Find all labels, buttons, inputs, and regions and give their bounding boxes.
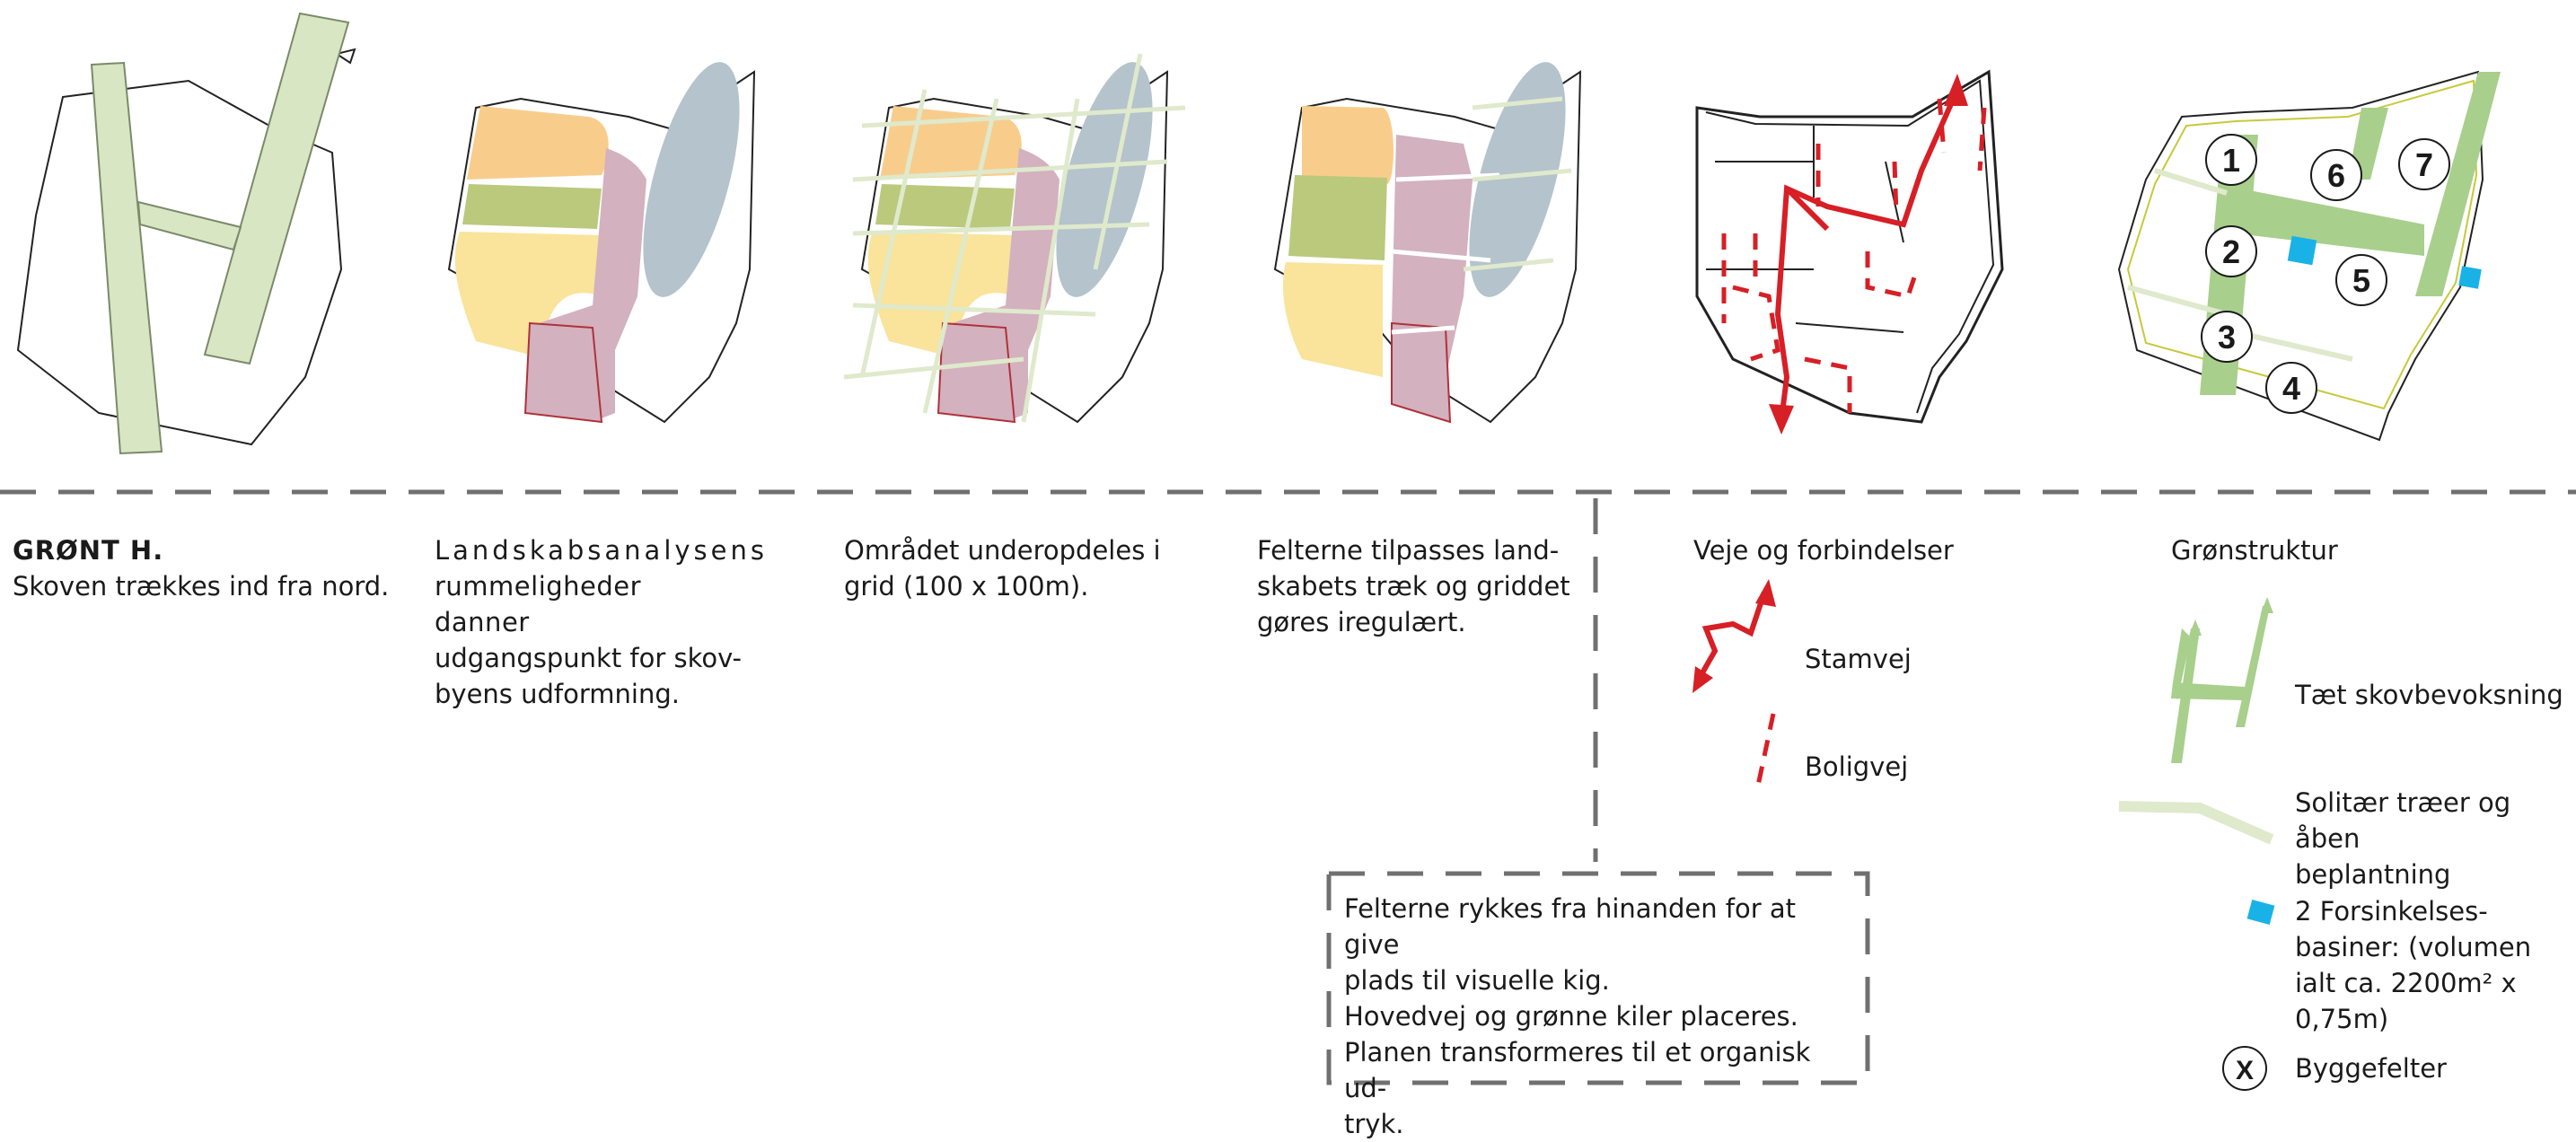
caption-step-4-line-3: gøres iregulært. — [1257, 607, 1466, 637]
marker-7 — [2398, 138, 2450, 190]
marker-4 — [2265, 362, 2317, 414]
legend-basin-line-3: ialt ca. 2200m² x — [2295, 968, 2517, 998]
legend-basin-line-4: 0,75m) — [2295, 1004, 2389, 1034]
site-outline-1b — [334, 48, 356, 65]
caption-step-2: Landskabsanalysens rummeligheder danner … — [435, 532, 768, 712]
caption-step-2-line-2: rummeligheder danner — [435, 571, 642, 637]
grid-lines — [843, 53, 1186, 423]
field-number-2: 2 — [2222, 233, 2240, 270]
panel-2-landscape — [447, 62, 756, 424]
legend-basin-line-2: basiner: (volumen — [2295, 932, 2532, 962]
orange-field — [467, 106, 609, 180]
caption-step-5: Veje og forbindelser — [1693, 532, 1999, 568]
yellow-field — [454, 232, 602, 359]
legend-field-marker-label: X — [2236, 1056, 2254, 1085]
forest-strip-west — [90, 61, 163, 455]
note-box-border — [1326, 871, 1870, 1085]
field-number-6: 6 — [2327, 157, 2345, 194]
forest-strip-cross — [136, 200, 242, 251]
field-number-1: 1 — [2222, 142, 2240, 179]
retention-basin-1 — [2287, 235, 2317, 266]
legend-fields-label: Byggefelter — [2295, 1053, 2447, 1084]
marker-1 — [2205, 134, 2257, 186]
caption-step-1-text: Skoven trækkes ind fra nord. — [13, 571, 390, 602]
caption-step-6-title: Grønstruktur — [2171, 535, 2338, 566]
arrow-north — [1944, 74, 1968, 106]
field-number-4: 4 — [2282, 370, 2300, 407]
field-number-markers — [2201, 134, 2450, 414]
caption-step-3-line-1: Området underopdeles i — [844, 535, 1161, 566]
mauve-field-south — [523, 321, 603, 424]
legend-basin-label: 2 Forsinkelses- basiner: (volumen ialt c… — [2295, 893, 2531, 1037]
retention-basin-2 — [2458, 266, 2482, 289]
marker-2 — [2205, 225, 2257, 277]
site-outline-1 — [16, 79, 343, 446]
caption-step-1: GRØNT H. Skoven trækkes ind fra nord. — [13, 532, 390, 604]
marker-6 — [2310, 149, 2362, 201]
legend-solitary-label: Solitær træer og åben beplantning — [2295, 785, 2576, 892]
note-line-1: Felterne rykkes fra hinanden for at give — [1344, 893, 1797, 960]
panel-4-adjusted — [1273, 62, 1582, 424]
marker-3 — [2201, 311, 2253, 363]
main-road — [1774, 88, 1960, 414]
legend-main-road-label: Stamvej — [1805, 644, 1912, 674]
panel-5-roads — [1695, 69, 2004, 435]
caption-step-5-title: Veje og forbindelser — [1693, 535, 1954, 566]
solitary-trees — [2127, 168, 2353, 362]
olive-field — [462, 184, 602, 229]
concept-diagram: 1 2 3 4 5 6 7 X — [0, 12, 2576, 1091]
caption-step-2-line-3: udgangspunkt for skov- — [435, 643, 742, 673]
field-number-3: 3 — [2218, 319, 2236, 356]
panel-3-grid — [843, 53, 1186, 424]
note-line-2: plads til visuelle kig. — [1344, 965, 1610, 996]
legend-solitary-line-1: Solitær træer og åben — [2295, 787, 2511, 854]
note-line-3: Hovedvej og grønne kiler placeres. — [1344, 1001, 1798, 1032]
field-number-7: 7 — [2415, 146, 2433, 183]
legend-field-marker — [2222, 1046, 2267, 1091]
caption-step-4-line-1: Felterne tilpasses land- — [1257, 535, 1560, 566]
note-box: Felterne rykkes fra hinanden for at give… — [1344, 891, 1856, 1142]
caption-step-4: Felterne tilpasses land- skabets træk og… — [1257, 532, 1580, 640]
caption-step-6: Grønstruktur — [2171, 532, 2440, 568]
arrow-south — [1769, 404, 1794, 435]
caption-step-4-line-2: skabets træk og griddet — [1257, 571, 1570, 602]
legend-main-road-symbol — [1694, 592, 1767, 684]
caption-step-2-line-1: Landskabsanalysens — [435, 535, 768, 566]
legend-dense-forest-label: Tæt skovbevoksning — [2295, 680, 2563, 710]
caption-step-1-title: GRØNT H. — [13, 535, 164, 566]
legend-basin-symbol — [2246, 900, 2275, 925]
panel-6-green-structure: 1 2 3 4 5 6 7 — [2117, 70, 2501, 442]
marker-5 — [2335, 254, 2387, 306]
caption-step-2-line-4: byens udformning. — [435, 679, 680, 709]
field-number-5: 5 — [2352, 262, 2370, 299]
panel-1-green-h — [16, 12, 356, 455]
legend-dense-forest-symbol — [2171, 606, 2270, 763]
legend-basin-line-1: 2 Forsinkelses- — [2295, 896, 2488, 927]
note-line-4: Planen transformeres til et organisk ud- — [1344, 1037, 1811, 1103]
legend-local-road-symbol — [1755, 713, 1776, 786]
blue-ellipse — [643, 62, 740, 297]
note-line-5: tryk. — [1344, 1109, 1404, 1139]
local-roads — [1721, 98, 1987, 413]
legend-local-road-label: Boligvej — [1805, 751, 1909, 782]
caption-step-3-line-2: grid (100 x 100m). — [844, 571, 1089, 602]
legend-solitary-line-2: beplantning — [2295, 859, 2451, 890]
legend-solitary-symbol — [2118, 801, 2274, 845]
caption-step-3: Området underopdeles i grid (100 x 100m)… — [844, 532, 1167, 604]
